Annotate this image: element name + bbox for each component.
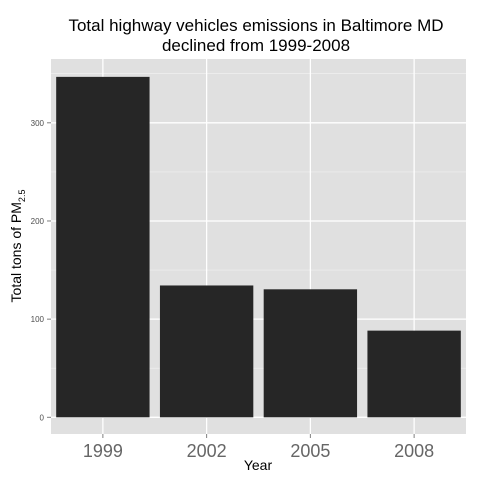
x-tick-label: 2008 <box>394 441 434 461</box>
x-tick-label: 2002 <box>187 441 227 461</box>
y-axis-label: Total tons of PM2.5 <box>8 190 27 303</box>
bar-1999 <box>56 76 150 418</box>
x-tick-label: 2005 <box>290 441 330 461</box>
bar-2008 <box>367 330 461 418</box>
y-tick-label: 300 <box>31 119 45 128</box>
y-tick-label: 200 <box>31 217 45 226</box>
bars <box>56 76 461 418</box>
chart-title-line-1: Total highway vehicles emissions in Balt… <box>68 16 443 35</box>
y-tick-label: 100 <box>31 315 45 324</box>
y-axis-ticks: 0 100 200 300 <box>31 119 51 422</box>
bar-2002 <box>159 285 254 418</box>
x-axis-ticks: 1999 2002 2005 2008 <box>83 434 434 461</box>
y-axis-label-subscript: 2.5 <box>17 190 27 203</box>
y-tick-label: 0 <box>40 413 45 422</box>
bar-2005 <box>263 289 358 418</box>
chart-title-line-2: declined from 1999-2008 <box>162 36 350 55</box>
x-axis-label: Year <box>244 457 273 473</box>
x-tick-label: 1999 <box>83 441 123 461</box>
y-axis-label-main: Total tons of PM <box>8 202 24 302</box>
